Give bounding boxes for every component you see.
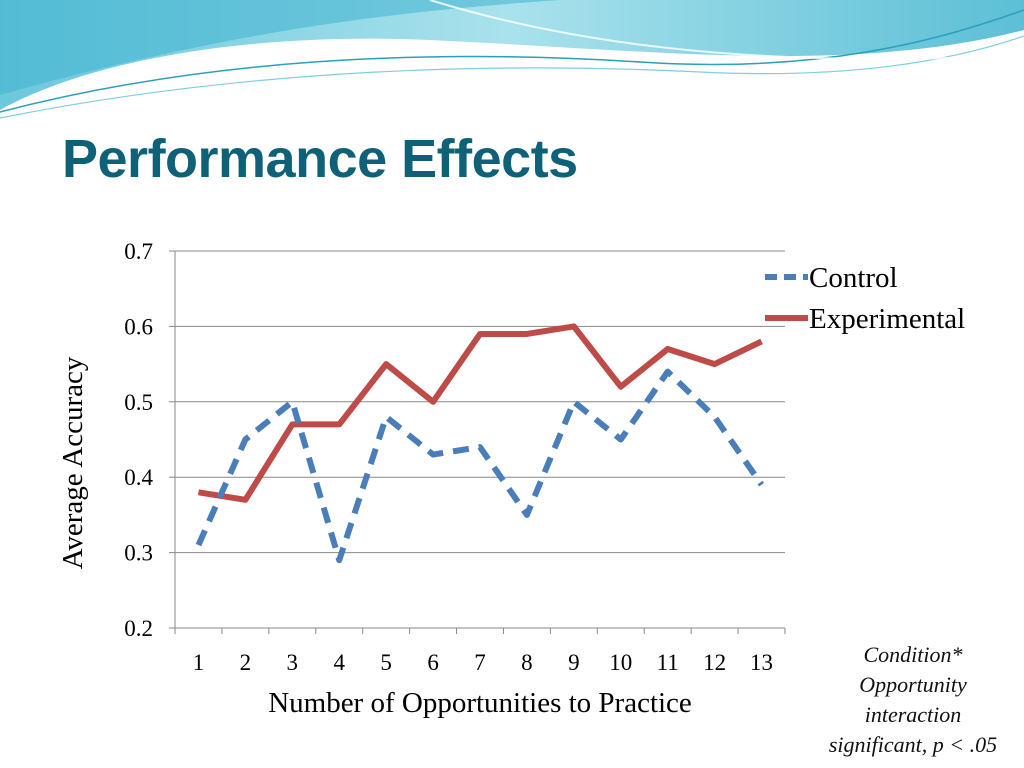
- x-tick-label: 10: [609, 650, 632, 675]
- slide-title: Performance Effects: [62, 129, 578, 189]
- x-tick-label: 13: [750, 650, 773, 675]
- significance-note: Condition* Opportunity interaction signi…: [808, 640, 1018, 760]
- x-tick-label: 12: [703, 650, 726, 675]
- x-tick-label: 11: [657, 650, 679, 675]
- x-tick-label: 9: [568, 650, 580, 675]
- series-line-control: [195, 368, 765, 564]
- x-tick-label: 2: [240, 650, 252, 675]
- legend: Control Experimental: [765, 262, 965, 335]
- y-axis-label: Average Accuracy: [57, 356, 89, 569]
- x-tick-label: 3: [287, 650, 299, 675]
- x-axis-label: Number of Opportunities to Practice: [268, 687, 692, 719]
- note-line-4: significant, p < .05: [828, 732, 998, 757]
- gridlines: [175, 250, 785, 554]
- legend-label-control: Control: [809, 262, 898, 294]
- note-line-3: interaction: [864, 702, 962, 727]
- note-line-1: Condition*: [863, 642, 963, 667]
- x-tick-label: 7: [474, 650, 486, 675]
- x-tick-label: 6: [427, 650, 439, 675]
- y-tick-label: 0.5: [124, 390, 153, 415]
- legend-label-experimental: Experimental: [809, 303, 965, 335]
- x-tick-label: 4: [333, 650, 345, 675]
- series-lines: [195, 323, 765, 564]
- tick-labels: 0.20.30.40.50.60.71 2 3 4 5 6 7 8 9 10 11 12 13: [124, 239, 773, 675]
- y-tick-label: 0.7: [124, 239, 153, 264]
- y-tick-label: 0.2: [124, 616, 153, 641]
- x-tick-label: 1: [193, 650, 205, 675]
- decorative-wave-banner: [0, 0, 1024, 119]
- y-tick-label: 0.4: [124, 465, 153, 490]
- y-tick-label: 0.6: [124, 314, 153, 339]
- note-line-2: Opportunity: [859, 672, 967, 697]
- series-line-experimental: [197, 323, 763, 503]
- axes: [169, 250, 786, 634]
- x-tick-label: 5: [380, 650, 392, 675]
- x-tick-label: 8: [521, 650, 533, 675]
- y-tick-label: 0.3: [124, 541, 153, 566]
